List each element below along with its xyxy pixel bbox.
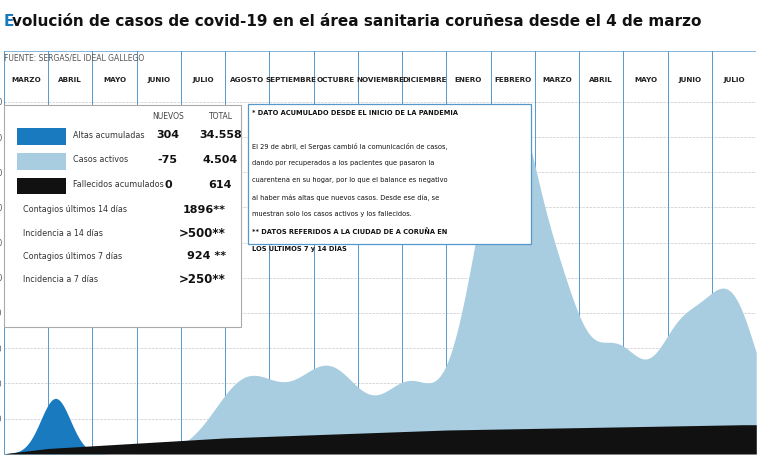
Text: 304: 304	[156, 130, 179, 140]
Text: -75: -75	[157, 155, 178, 165]
Text: * DATO ACUMULADO DESDE EL INICIO DE LA PANDEMIA: * DATO ACUMULADO DESDE EL INICIO DE LA P…	[252, 110, 458, 116]
Text: cuarentena en su hogar, por lo que el balance es negativo: cuarentena en su hogar, por lo que el ba…	[252, 177, 447, 183]
Text: FUENTE: SERGAS/EL IDEAL GALLEGO: FUENTE: SERGAS/EL IDEAL GALLEGO	[4, 53, 144, 62]
Text: JULIO: JULIO	[192, 77, 213, 83]
Text: OCTUBRE: OCTUBRE	[316, 77, 355, 83]
Text: 4.504: 4.504	[203, 155, 238, 165]
Text: 34.558: 34.558	[199, 130, 242, 140]
Text: DICIEMBRE: DICIEMBRE	[402, 77, 447, 83]
Text: AGOSTO: AGOSTO	[230, 77, 264, 83]
Text: LOS ÚLTIMOS 7 y 14 DÍAS: LOS ÚLTIMOS 7 y 14 DÍAS	[252, 245, 347, 252]
Text: volución de casos de covid-19 en el área sanitaria coruñesa desde el 4 de marzo: volución de casos de covid-19 en el área…	[12, 14, 702, 29]
Text: SEPTIEMBRE: SEPTIEMBRE	[266, 77, 317, 83]
Text: 614: 614	[209, 180, 232, 189]
Text: 924 **: 924 **	[187, 251, 226, 261]
Text: E: E	[4, 14, 14, 29]
Text: JULIO: JULIO	[723, 77, 745, 83]
Text: MARZO: MARZO	[542, 77, 572, 83]
Bar	[17, 177, 67, 194]
Text: El 29 de abril, el Sergas cambió la comunicación de casos,: El 29 de abril, el Sergas cambió la comu…	[252, 144, 447, 150]
Text: Casos activos: Casos activos	[73, 156, 128, 164]
Bar	[17, 128, 67, 145]
Text: Contagios últimos 7 días: Contagios últimos 7 días	[23, 252, 122, 261]
Text: MAYO: MAYO	[103, 77, 126, 83]
Text: dando por recuperados a los pacientes que pasaron la: dando por recuperados a los pacientes qu…	[252, 160, 435, 166]
Text: ABRIL: ABRIL	[590, 77, 613, 83]
Text: >250**: >250**	[179, 273, 226, 286]
Text: al haber más altas que nuevos casos. Desde ese día, se: al haber más altas que nuevos casos. Des…	[252, 194, 439, 200]
Text: 1896**: 1896**	[182, 205, 226, 215]
Text: Altas acumuladas: Altas acumuladas	[73, 131, 145, 140]
Text: >500**: >500**	[179, 226, 226, 240]
Text: ENERO: ENERO	[455, 77, 482, 83]
Text: JUNIO: JUNIO	[147, 77, 170, 83]
Text: Contagios últimos 14 días: Contagios últimos 14 días	[23, 206, 126, 214]
Text: JUNIO: JUNIO	[678, 77, 702, 83]
Text: Incidencia a 14 días: Incidencia a 14 días	[23, 229, 102, 238]
Text: NUEVOS: NUEVOS	[152, 112, 184, 121]
Text: ** DATOS REFERIDOS A LA CIUDAD DE A CORUÑA EN: ** DATOS REFERIDOS A LA CIUDAD DE A CORU…	[252, 228, 447, 235]
Text: MAYO: MAYO	[634, 77, 657, 83]
Bar	[17, 153, 67, 170]
Text: NOVIEMBRE: NOVIEMBRE	[356, 77, 404, 83]
FancyBboxPatch shape	[248, 104, 531, 244]
Text: ABRIL: ABRIL	[58, 77, 82, 83]
Text: 0: 0	[164, 180, 172, 189]
Text: Fallecidos acumulados: Fallecidos acumulados	[73, 180, 164, 189]
Text: FEBRERO: FEBRERO	[494, 77, 531, 83]
Text: TOTAL: TOTAL	[208, 112, 232, 121]
Text: MARZO: MARZO	[11, 77, 41, 83]
FancyBboxPatch shape	[4, 106, 241, 327]
Text: Incidencia a 7 días: Incidencia a 7 días	[23, 275, 98, 284]
Text: muestran solo los casos activos y los fallecidos.: muestran solo los casos activos y los fa…	[252, 211, 412, 217]
